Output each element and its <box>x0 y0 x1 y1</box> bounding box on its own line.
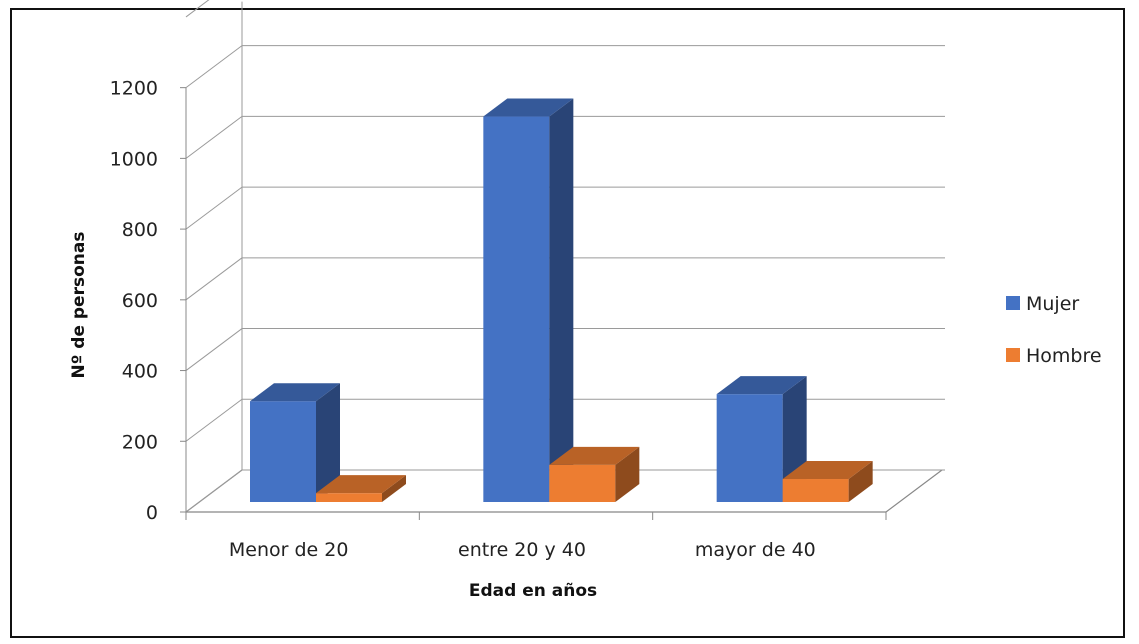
x-axis-title: Edad en años <box>469 581 597 601</box>
category-labels: Menor de 20 entre 20 y 40 mayor de 40 <box>229 539 816 561</box>
legend-swatch-mujer <box>1006 296 1020 310</box>
y-axis-title: Nº de personas <box>69 232 89 379</box>
x-tick-label: Menor de 20 <box>229 539 349 561</box>
x-tick-label: entre 20 y 40 <box>458 539 586 561</box>
y-tick-label: 1000 <box>110 148 158 170</box>
bar-mujer-1 <box>250 383 340 502</box>
y-tick-label: 400 <box>122 361 158 383</box>
y-tick-label: 200 <box>122 431 158 453</box>
bar-hombre-3 <box>782 461 873 502</box>
legend-swatch-hombre <box>1006 348 1020 362</box>
x-axis <box>185 512 887 520</box>
y-tick-label: 0 <box>146 502 158 524</box>
bar-hombre-1 <box>316 475 406 502</box>
legend: Mujer Hombre <box>1006 293 1102 367</box>
legend-label-mujer: Mujer <box>1026 293 1079 315</box>
y-tick-label: 800 <box>122 219 158 241</box>
y-tick-label: 600 <box>122 290 158 312</box>
x-tick-label: mayor de 40 <box>695 539 816 561</box>
bar-mujer-2 <box>483 98 574 502</box>
bars <box>250 98 873 502</box>
bar-hombre-2 <box>549 446 640 502</box>
y-axis-ticks: 0 200 400 600 800 1000 1200 <box>110 78 186 524</box>
y-tick-label: 1200 <box>110 78 158 100</box>
legend-label-hombre: Hombre <box>1026 345 1102 367</box>
